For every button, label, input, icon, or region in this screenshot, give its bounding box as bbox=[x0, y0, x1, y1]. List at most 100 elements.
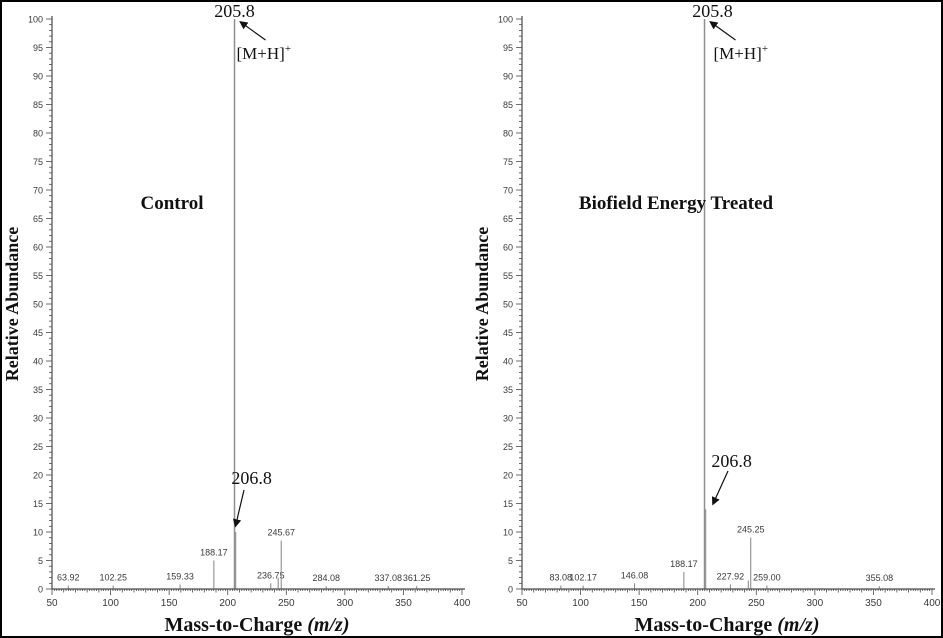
peak-label: 245.25 bbox=[737, 525, 765, 535]
peak-label: 102.17 bbox=[569, 573, 597, 583]
adduct-ion-label: [M+H]+ bbox=[714, 43, 769, 63]
peak-label: 227.92 bbox=[717, 571, 745, 581]
y-tick-label: 65 bbox=[33, 214, 43, 224]
spectrum-panel-treated: 0 5 10 15 20 25 30 35 40 45 50 55 60 65 70 75 80 85 90 95 10… bbox=[472, 2, 941, 636]
spectrum-panel-control: 0 5 10 15 20 25 30 35 40 45 50 55 60 65 70 75 80 85 90 95 10… bbox=[2, 2, 472, 636]
y-tick-label: 80 bbox=[503, 129, 513, 139]
x-tick-label: 250 bbox=[278, 598, 295, 609]
x-axis-title-unit: (m/z) bbox=[777, 614, 819, 636]
secondary-annotation-arrow bbox=[232, 489, 245, 528]
y-tick-label: 25 bbox=[33, 442, 43, 452]
x-tick-label: 150 bbox=[631, 598, 648, 609]
y-tick-label: 25 bbox=[503, 442, 513, 452]
x-tick-label: 300 bbox=[807, 598, 824, 609]
base-peak-mz-label: 205.8 bbox=[214, 2, 255, 21]
y-tick-label: 10 bbox=[503, 528, 513, 538]
x-tick-label: 300 bbox=[337, 598, 354, 609]
y-axis-title: Relative Abundance bbox=[2, 227, 22, 382]
peak-label: 146.08 bbox=[621, 570, 649, 580]
y-tick-label: 35 bbox=[503, 385, 513, 395]
x-tick-label: 400 bbox=[924, 598, 941, 609]
y-tick-label: 60 bbox=[503, 243, 513, 253]
x-tick-label: 150 bbox=[161, 598, 178, 609]
adduct-ion-label: [M+H]+ bbox=[237, 43, 292, 63]
adduct-annotation-arrow bbox=[709, 21, 736, 41]
y-tick-label: 90 bbox=[503, 72, 513, 82]
y-tick-label: 90 bbox=[33, 72, 43, 82]
y-tick-label: 55 bbox=[503, 271, 513, 281]
x-tick-label: 100 bbox=[102, 598, 119, 609]
y-tick-label: 80 bbox=[33, 129, 43, 139]
y-tick-label: 85 bbox=[33, 100, 43, 110]
secondary-peak-mz-label: 206.8 bbox=[231, 468, 272, 488]
peak-label: 159.33 bbox=[166, 571, 194, 581]
y-tick-label: 95 bbox=[503, 43, 513, 53]
y-tick-label: 55 bbox=[33, 271, 43, 281]
adduct-text: [M+H] bbox=[237, 44, 285, 63]
y-tick-label: 5 bbox=[38, 556, 43, 566]
y-tick-label: 100 bbox=[498, 15, 513, 25]
adduct-superscript: + bbox=[762, 43, 768, 55]
panel-title: Biofield Energy Treated bbox=[579, 193, 774, 214]
x-tick-label: 50 bbox=[46, 598, 58, 609]
x-tick-label: 350 bbox=[865, 598, 882, 609]
adduct-text: [M+H] bbox=[714, 44, 762, 63]
y-tick-label: 15 bbox=[503, 499, 513, 509]
x-tick-label: 400 bbox=[454, 598, 471, 609]
y-tick-label: 70 bbox=[33, 186, 43, 196]
x-axis-title: Mass-to-Charge (m/z) bbox=[635, 614, 820, 636]
y-tick-label: 20 bbox=[33, 471, 43, 481]
x-tick-label: 200 bbox=[219, 598, 236, 609]
y-tick-label: 95 bbox=[33, 43, 43, 53]
x-tick-label: 250 bbox=[748, 598, 765, 609]
peak-label: 63.92 bbox=[57, 573, 80, 583]
adduct-superscript: + bbox=[285, 43, 291, 55]
y-tick-label: 65 bbox=[503, 214, 513, 224]
y-tick-label: 40 bbox=[503, 357, 513, 367]
y-tick-label: 45 bbox=[33, 328, 43, 338]
y-tick-label: 10 bbox=[33, 528, 43, 538]
x-axis-title-text: Mass-to-Charge bbox=[165, 614, 303, 636]
y-tick-label: 30 bbox=[503, 414, 513, 424]
peak-label: 102.25 bbox=[99, 573, 127, 583]
peak-label: 245.67 bbox=[267, 528, 295, 538]
y-tick-label: 85 bbox=[503, 100, 513, 110]
secondary-annotation-arrow bbox=[711, 470, 729, 506]
y-tick-label: 0 bbox=[38, 585, 43, 595]
peak-label: 284.08 bbox=[312, 573, 340, 583]
y-tick-label: 45 bbox=[503, 328, 513, 338]
peak-label: 83.08 bbox=[549, 573, 572, 583]
y-tick-label: 60 bbox=[33, 243, 43, 253]
y-tick-label: 15 bbox=[33, 499, 43, 509]
x-tick-label: 100 bbox=[572, 598, 589, 609]
y-tick-label: 50 bbox=[503, 300, 513, 310]
x-tick-label: 200 bbox=[689, 598, 706, 609]
y-tick-label: 100 bbox=[28, 15, 43, 25]
y-tick-label: 5 bbox=[508, 556, 513, 566]
y-tick-label: 50 bbox=[33, 300, 43, 310]
peak-label: 361.25 bbox=[403, 573, 431, 583]
peak-label: 337.08 bbox=[375, 573, 403, 583]
y-tick-label: 20 bbox=[503, 471, 513, 481]
y-tick-label: 35 bbox=[33, 385, 43, 395]
peak-label: 188.17 bbox=[670, 559, 698, 569]
x-axis-title: Mass-to-Charge (m/z) bbox=[165, 614, 350, 636]
adduct-annotation-arrow bbox=[239, 21, 266, 41]
base-peak-mz-label: 205.8 bbox=[692, 2, 733, 21]
x-tick-label: 350 bbox=[395, 598, 412, 609]
y-tick-label: 75 bbox=[33, 157, 43, 167]
y-tick-label: 75 bbox=[503, 157, 513, 167]
panel-title: Control bbox=[141, 193, 204, 214]
y-axis-title: Relative Abundance bbox=[472, 227, 492, 382]
x-tick-label: 50 bbox=[516, 598, 528, 609]
peak-label: 355.08 bbox=[866, 573, 894, 583]
peak-label: 259.00 bbox=[753, 573, 781, 583]
peak-label: 236.75 bbox=[257, 570, 285, 580]
x-axis-title-text: Mass-to-Charge bbox=[635, 614, 773, 636]
y-tick-label: 0 bbox=[508, 585, 513, 595]
x-axis-title-unit: (m/z) bbox=[307, 614, 349, 636]
peak-label: 188.17 bbox=[200, 548, 228, 558]
y-tick-label: 30 bbox=[33, 414, 43, 424]
y-tick-label: 70 bbox=[503, 186, 513, 196]
